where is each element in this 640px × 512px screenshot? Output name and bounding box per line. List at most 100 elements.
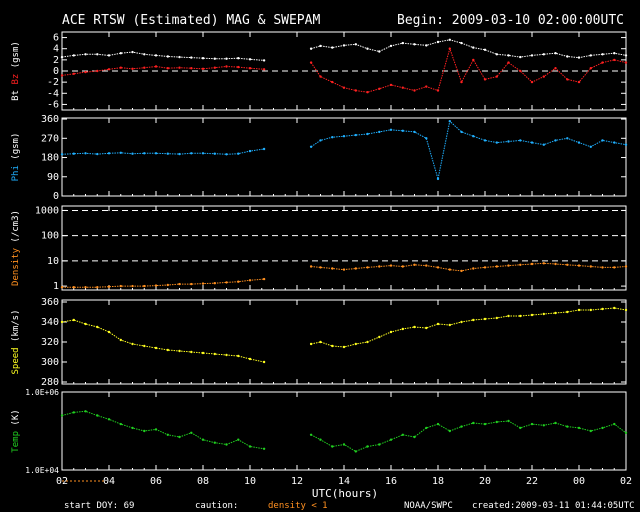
panel-frame <box>61 117 627 197</box>
data-point <box>460 41 463 45</box>
data-point <box>309 61 313 64</box>
data-point <box>589 308 592 312</box>
data-point <box>530 313 534 317</box>
data-point <box>131 342 134 346</box>
panel-temp: 1.0E+06 1.0E+04 Temp (K) <box>11 388 628 475</box>
data-point <box>319 44 322 48</box>
y-axis-label: Density (/cm3) <box>11 210 21 286</box>
data-point <box>566 425 569 428</box>
data-point <box>472 267 475 270</box>
data-point <box>237 65 240 69</box>
data-point <box>143 53 146 56</box>
data-point <box>119 52 123 55</box>
data-point <box>143 152 146 155</box>
data-point <box>342 44 346 47</box>
data-point <box>213 352 216 356</box>
data-point <box>60 74 64 77</box>
data-point <box>225 57 228 60</box>
data-point <box>331 136 334 139</box>
data-point <box>178 55 181 59</box>
y-tick-label: 90 <box>47 172 59 183</box>
data-point <box>378 443 381 446</box>
panel-frame <box>61 205 627 291</box>
data-point <box>190 152 193 155</box>
data-point <box>60 55 64 59</box>
data-point <box>309 265 313 268</box>
data-point <box>601 53 604 56</box>
y-axis-label-part: Phi <box>11 165 21 181</box>
data-point <box>84 70 87 74</box>
data-point <box>201 152 205 155</box>
x-tick-label: 00 <box>573 476 585 487</box>
data-point <box>530 141 534 144</box>
data-point <box>201 351 205 355</box>
y-tick-label: 340 <box>41 317 59 328</box>
data-point <box>190 282 193 286</box>
data-point <box>460 269 463 273</box>
data-point <box>624 308 628 312</box>
data-point <box>178 282 181 286</box>
y-tick-label: 4 <box>53 44 59 55</box>
panel-frame <box>61 299 627 385</box>
data-point <box>72 318 76 322</box>
data-point <box>213 57 216 60</box>
data-point <box>131 152 134 155</box>
data-point <box>248 149 252 153</box>
data-point <box>107 285 111 288</box>
data-point <box>577 56 581 59</box>
y-tick-label: 6 <box>53 33 59 44</box>
data-point <box>96 414 99 417</box>
x-tick-label: 04 <box>103 476 115 487</box>
data-point <box>107 330 111 334</box>
data-point <box>613 141 616 144</box>
data-point <box>378 265 381 268</box>
data-point <box>178 152 181 156</box>
data-point <box>413 130 416 134</box>
data-point <box>554 262 557 266</box>
data-point <box>143 66 146 69</box>
data-point <box>354 43 357 46</box>
chart-title: ACE RTSW (Estimated) MAG & SWEPAM <box>62 13 320 28</box>
y-axis-label: Phi (gsm) <box>11 133 21 182</box>
data-point <box>448 47 451 50</box>
data-point <box>378 130 381 134</box>
data-point <box>166 348 169 352</box>
data-point <box>601 307 604 311</box>
data-point <box>577 264 581 267</box>
data-point <box>530 80 534 84</box>
series-speed <box>60 306 628 364</box>
caution-label: caution: <box>195 501 238 511</box>
y-axis-label-part: (/cm3) <box>11 210 21 248</box>
data-point <box>119 151 123 154</box>
data-point <box>166 433 169 436</box>
y-axis-label-part: (K) <box>11 409 21 431</box>
data-point <box>96 53 99 56</box>
series-line <box>310 47 627 93</box>
data-point <box>566 78 569 81</box>
data-point <box>119 66 123 69</box>
data-point <box>342 86 346 89</box>
data-point <box>366 91 369 94</box>
data-point <box>483 266 487 269</box>
data-point <box>507 140 510 143</box>
data-point <box>72 152 76 155</box>
data-point <box>72 54 76 57</box>
data-point <box>225 353 228 357</box>
data-point <box>436 177 440 181</box>
y-tick-label: 0 <box>53 191 59 202</box>
data-point <box>319 139 322 142</box>
data-point <box>60 153 64 156</box>
data-point <box>262 59 266 62</box>
data-point <box>354 133 357 137</box>
data-point <box>331 46 334 49</box>
series-line <box>61 65 265 76</box>
data-point <box>354 89 357 92</box>
data-point <box>460 425 463 428</box>
data-point <box>401 327 404 331</box>
y-axis-label-part: Density <box>11 247 21 286</box>
data-point <box>342 443 346 446</box>
data-point <box>96 69 99 73</box>
data-point <box>448 429 451 433</box>
series-line <box>61 148 265 155</box>
y-tick-label: 180 <box>41 153 59 164</box>
